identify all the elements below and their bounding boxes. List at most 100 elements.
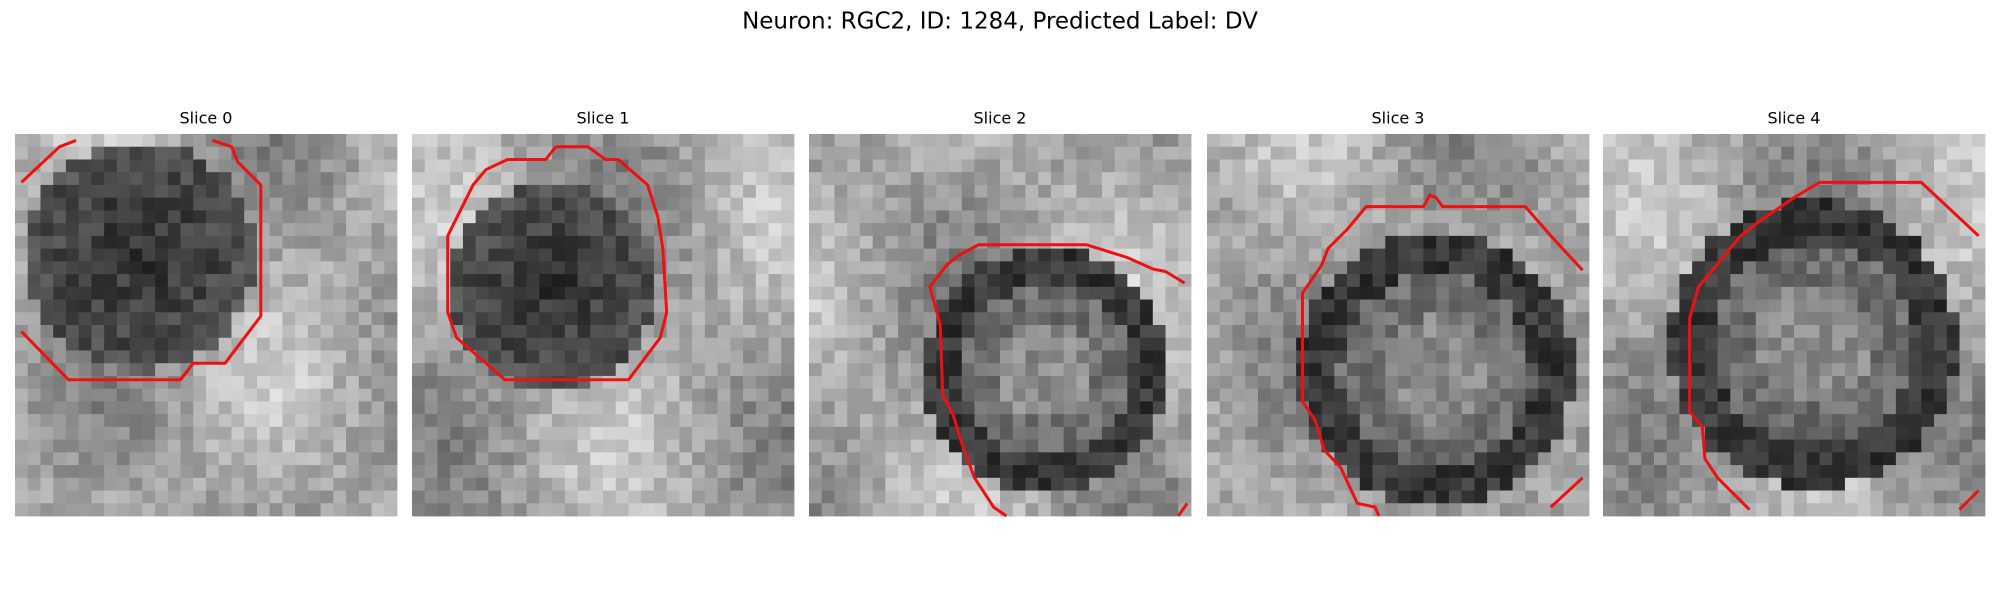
pixel — [104, 312, 118, 326]
pixel — [167, 401, 181, 415]
pixel — [1232, 426, 1246, 440]
pixel — [1283, 274, 1297, 288]
pixel — [371, 146, 385, 160]
pixel — [1934, 299, 1948, 313]
pixel — [384, 184, 398, 199]
pixel — [1730, 286, 1744, 300]
pixel — [1321, 337, 1335, 351]
pixel — [1806, 337, 1820, 351]
pixel — [1270, 337, 1284, 351]
pixel — [244, 388, 258, 402]
pixel — [1245, 184, 1259, 199]
pixel — [1178, 414, 1192, 428]
pixel — [974, 261, 988, 275]
pixel — [1641, 388, 1655, 402]
pixel — [1270, 274, 1284, 288]
pixel — [1934, 465, 1948, 479]
pixel — [15, 235, 29, 249]
pixel — [15, 312, 29, 326]
pixel — [155, 274, 169, 288]
pixel — [295, 426, 309, 440]
pixel — [1908, 375, 1922, 390]
pixel — [295, 197, 309, 211]
pixel — [1114, 452, 1128, 466]
pixel — [1232, 452, 1246, 466]
pixel — [1385, 465, 1399, 479]
pixel — [53, 312, 67, 326]
pixel — [1461, 503, 1475, 517]
pixel — [1921, 337, 1935, 351]
pixel — [358, 350, 372, 364]
pixel — [1127, 184, 1141, 199]
pixel — [666, 146, 680, 160]
pixel — [1063, 312, 1077, 326]
pixel — [1398, 248, 1412, 262]
pixel — [1615, 490, 1629, 504]
pixel — [231, 401, 245, 415]
pixel — [1641, 490, 1655, 504]
pixel — [1653, 363, 1668, 377]
pixel — [15, 223, 29, 237]
panel-title: Slice 0 — [180, 109, 233, 128]
pixel — [1165, 235, 1179, 249]
slice-panel: Slice 1 — [412, 109, 795, 517]
pixel — [1755, 439, 1769, 453]
pixel — [1972, 401, 1986, 415]
pixel — [307, 363, 321, 377]
pixel — [1114, 414, 1128, 428]
pixel — [295, 159, 309, 173]
pixel — [307, 261, 321, 275]
pixel — [1152, 490, 1166, 504]
pixel — [475, 210, 489, 224]
pixel — [307, 286, 321, 300]
pixel — [282, 401, 296, 415]
pixel — [412, 388, 426, 402]
pixel — [488, 350, 502, 364]
pixel — [1538, 159, 1552, 173]
pixel — [1576, 465, 1590, 479]
pixel — [1730, 375, 1744, 390]
pixel — [1512, 197, 1526, 211]
pixel — [1653, 388, 1668, 402]
pixel — [1794, 401, 1808, 415]
pixel — [1385, 477, 1399, 491]
pixel — [1857, 184, 1871, 199]
pixel — [577, 388, 591, 402]
pixel — [1934, 375, 1948, 390]
pixel — [859, 223, 874, 237]
pixel — [256, 261, 271, 275]
pixel — [513, 414, 527, 428]
pixel — [1474, 363, 1488, 377]
pixel — [1372, 235, 1386, 249]
pixel — [1870, 312, 1884, 326]
pixel — [513, 388, 527, 402]
pixel — [1883, 184, 1897, 199]
pixel — [1372, 197, 1386, 211]
pixel — [821, 350, 835, 364]
pixel — [834, 401, 848, 415]
pixel — [501, 439, 515, 453]
pixel — [1398, 503, 1412, 517]
pixel — [1372, 337, 1386, 351]
pixel — [1692, 248, 1706, 262]
pixel — [1870, 337, 1884, 351]
pixel — [320, 146, 334, 160]
pixel — [679, 337, 693, 351]
pixel — [1934, 248, 1948, 262]
pixel — [910, 439, 924, 453]
pixel — [1653, 375, 1668, 390]
contour — [1177, 502, 1189, 517]
pixel — [1461, 414, 1475, 428]
pixel — [424, 312, 438, 326]
pixel — [206, 503, 220, 517]
pixel — [1576, 363, 1590, 377]
pixel — [475, 248, 489, 262]
pixel — [1692, 235, 1706, 249]
pixel — [885, 363, 899, 377]
pixel — [65, 159, 80, 173]
pixel — [1615, 363, 1629, 377]
pixel — [1550, 159, 1564, 173]
pixel — [1972, 261, 1986, 275]
pixel — [1114, 503, 1128, 517]
pixel — [1461, 439, 1475, 453]
